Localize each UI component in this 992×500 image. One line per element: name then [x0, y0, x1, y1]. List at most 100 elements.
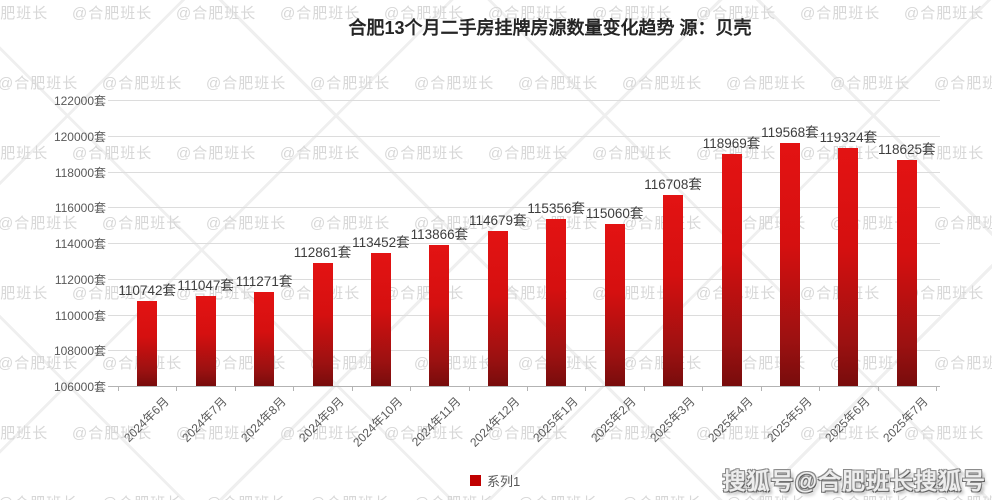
watermark-text: @合肥班长 — [72, 5, 153, 22]
x-axis-category-label: 2024年11月 — [409, 394, 464, 449]
bar-value-label: 110742套 — [118, 283, 176, 299]
watermark-text: @合肥班长 — [904, 5, 985, 22]
axis-tick — [468, 387, 470, 391]
watermark-text: @合肥班长 — [488, 425, 569, 442]
bar-value-label: 111271套 — [235, 273, 293, 289]
watermark-text: @合肥班长 — [726, 75, 807, 92]
x-axis-category-label: 2025年1月 — [530, 394, 581, 445]
axis-tick — [585, 387, 587, 391]
axis-tick — [410, 387, 412, 391]
watermark-text: @合肥班长 — [800, 5, 881, 22]
watermark-text: @合肥班长 — [696, 142, 776, 163]
y-axis-tick-label: 106000套 — [53, 380, 106, 394]
watermark-text: @合肥班长 — [934, 492, 992, 500]
watermark-text: @合肥班长 — [310, 492, 390, 500]
watermark-text: @合肥班长 — [830, 75, 911, 92]
watermark-text: @合肥班长 — [622, 75, 703, 92]
watermark-text: @合肥班长 — [830, 492, 910, 500]
watermark-text: @合肥班长 — [904, 285, 985, 302]
gridline — [108, 278, 940, 280]
gridline — [108, 350, 940, 352]
bar-value-label: 113866套 — [410, 227, 469, 243]
watermark-text: @合肥班长 — [102, 492, 182, 500]
x-axis-category-label: 2025年2月 — [588, 394, 639, 445]
legend: 系列1 — [470, 471, 520, 490]
bar-value-label: 112861套 — [293, 245, 352, 261]
bar-value-label: 114679套 — [469, 212, 527, 228]
axis-tick — [643, 387, 645, 391]
watermark-text: @合肥班长 — [384, 425, 465, 442]
x-axis-category-label: 2025年7月 — [880, 394, 932, 445]
x-axis-category-label: 2024年12月 — [466, 394, 523, 450]
watermark-text: @合肥班长 — [414, 75, 495, 92]
bar — [429, 245, 450, 386]
watermark-text: @合肥班长 — [280, 5, 361, 22]
watermark-text: @合肥班长 — [0, 285, 49, 302]
x-axis-category-label: 2024年10月 — [350, 394, 406, 450]
x-axis-category-label: 2024年9月 — [296, 394, 347, 445]
bar-value-label: 113452套 — [352, 234, 410, 250]
axis-tick — [351, 387, 353, 391]
axis-tick — [176, 387, 178, 391]
watermark-text: @合肥班长 — [622, 492, 702, 500]
bar-value-label: 119324套 — [819, 129, 878, 145]
chart-title: 合肥13个月二手房挂牌房源数量变化趋势 源：贝壳 — [348, 18, 752, 38]
bar-value-label: 119568套 — [761, 125, 819, 141]
x-axis-category-label: 2025年3月 — [646, 394, 698, 445]
bar — [312, 263, 333, 386]
axis-tick — [819, 387, 821, 391]
axis-tick — [702, 387, 704, 391]
y-axis-tick-label: 122000套 — [53, 94, 106, 108]
watermark-text: @合肥班长 — [0, 425, 49, 442]
bar — [838, 147, 859, 386]
watermark-text: @合肥班长 — [488, 145, 569, 162]
y-axis-tick-label: 114000套 — [54, 237, 106, 251]
y-axis-tick-label: 118000套 — [54, 165, 106, 180]
watermark-text: @合肥班长 — [696, 425, 777, 442]
gridline — [108, 171, 940, 173]
bar — [137, 301, 158, 386]
watermark-text: @合肥班长 — [0, 215, 79, 232]
watermark-text: @合肥班长 — [310, 215, 391, 232]
watermark-text: @合肥班长 — [800, 425, 881, 442]
watermark-text: @合肥班长 — [72, 425, 153, 442]
watermark-text: @合肥班长 — [102, 215, 183, 232]
watermark-text: @合肥班长 — [0, 5, 49, 22]
bar-value-label: 115356套 — [527, 200, 585, 216]
bar — [546, 218, 567, 386]
watermark-text: @合肥班长 — [206, 492, 286, 500]
bar — [663, 194, 684, 386]
sohu-account-watermark: 搜狐号@合肥班长搜狐号 — [722, 468, 986, 494]
watermark-text: @合肥班长 — [310, 75, 391, 92]
axis-tick — [760, 387, 762, 391]
gridline — [108, 314, 940, 316]
gridline — [108, 243, 940, 244]
watermark-text: @合肥班长 — [206, 215, 287, 232]
axis-tick — [527, 387, 528, 391]
watermark-text: @合肥班长 — [0, 355, 79, 372]
watermark-text: @合肥班长 — [206, 75, 287, 92]
watermark-text: @合肥班长 — [0, 492, 78, 500]
x-axis-line — [108, 386, 940, 387]
y-axis-tick-label: 110000套 — [54, 308, 106, 323]
watermark-text: @合肥班长 — [934, 75, 992, 92]
watermark-text: @合肥班长 — [934, 215, 992, 232]
bar — [195, 295, 216, 386]
watermark-text: @合肥班长 — [592, 145, 673, 162]
legend-series-label: 系列1 — [487, 474, 521, 489]
watermark-text: @合肥班长 — [592, 5, 673, 22]
y-axis-tick-label: 108000套 — [53, 344, 106, 359]
watermark-text: @合肥班长 — [176, 5, 257, 22]
watermark-text: @合肥班长 — [280, 425, 361, 442]
bar — [254, 291, 275, 386]
bar-value-label: 115060套 — [585, 206, 644, 222]
y-axis-tick-label: 120000套 — [53, 129, 106, 144]
watermark-text: @合肥班长 — [280, 145, 361, 162]
gridline — [108, 100, 940, 101]
watermark-text: @合肥班长 — [0, 145, 49, 162]
bar — [721, 154, 742, 386]
bar-value-label: 118969套 — [702, 136, 761, 152]
